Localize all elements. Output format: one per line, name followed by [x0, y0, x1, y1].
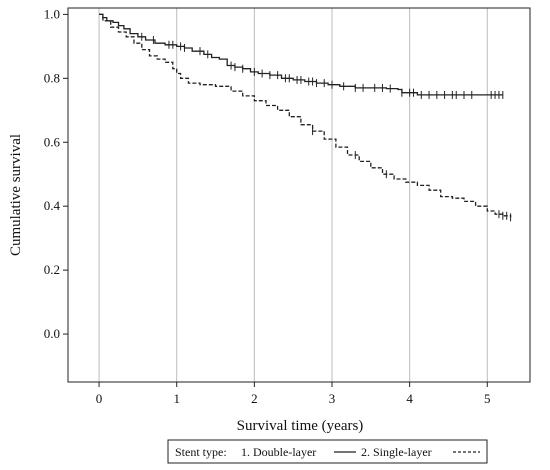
x-axis-title: Survival time (years): [237, 418, 364, 434]
vertical-gridlines: [98, 8, 488, 382]
legend-prefix: Stent type:: [175, 445, 227, 459]
axis-ticks: 0 1 2 3 4 5 0.0 0.2 0.4 0.6 0.8 1.0: [44, 6, 491, 406]
x-tick-label: 3: [329, 391, 336, 406]
legend-label-double-layer: 1. Double-layer: [241, 445, 316, 459]
y-axis-title: Cumulative survival: [8, 134, 24, 256]
series-1: [99, 13, 504, 99]
y-tick-label: 0.0: [44, 326, 60, 341]
x-tick-label: 4: [406, 391, 413, 406]
legend: Stent type: 1. Double-layer 2. Single-la…: [167, 439, 488, 464]
survival-curve-single-layer: [99, 13, 512, 218]
series-2: [99, 13, 512, 222]
y-tick-label: 0.2: [44, 262, 60, 277]
y-tick-label: 0.4: [44, 198, 61, 213]
plot-frame: [67, 7, 531, 383]
y-tick-label: 1.0: [44, 6, 60, 21]
y-tick-label: 0.8: [44, 70, 60, 85]
x-tick-label: 0: [96, 391, 103, 406]
series-layer: [99, 13, 512, 222]
x-tick-label: 2: [251, 391, 258, 406]
legend-box: [167, 439, 488, 464]
legend-label-single-layer: 2. Single-layer: [361, 445, 432, 459]
x-tick-label: 5: [484, 391, 491, 406]
y-tick-label: 0.6: [44, 134, 61, 149]
x-tick-label: 1: [173, 391, 180, 406]
